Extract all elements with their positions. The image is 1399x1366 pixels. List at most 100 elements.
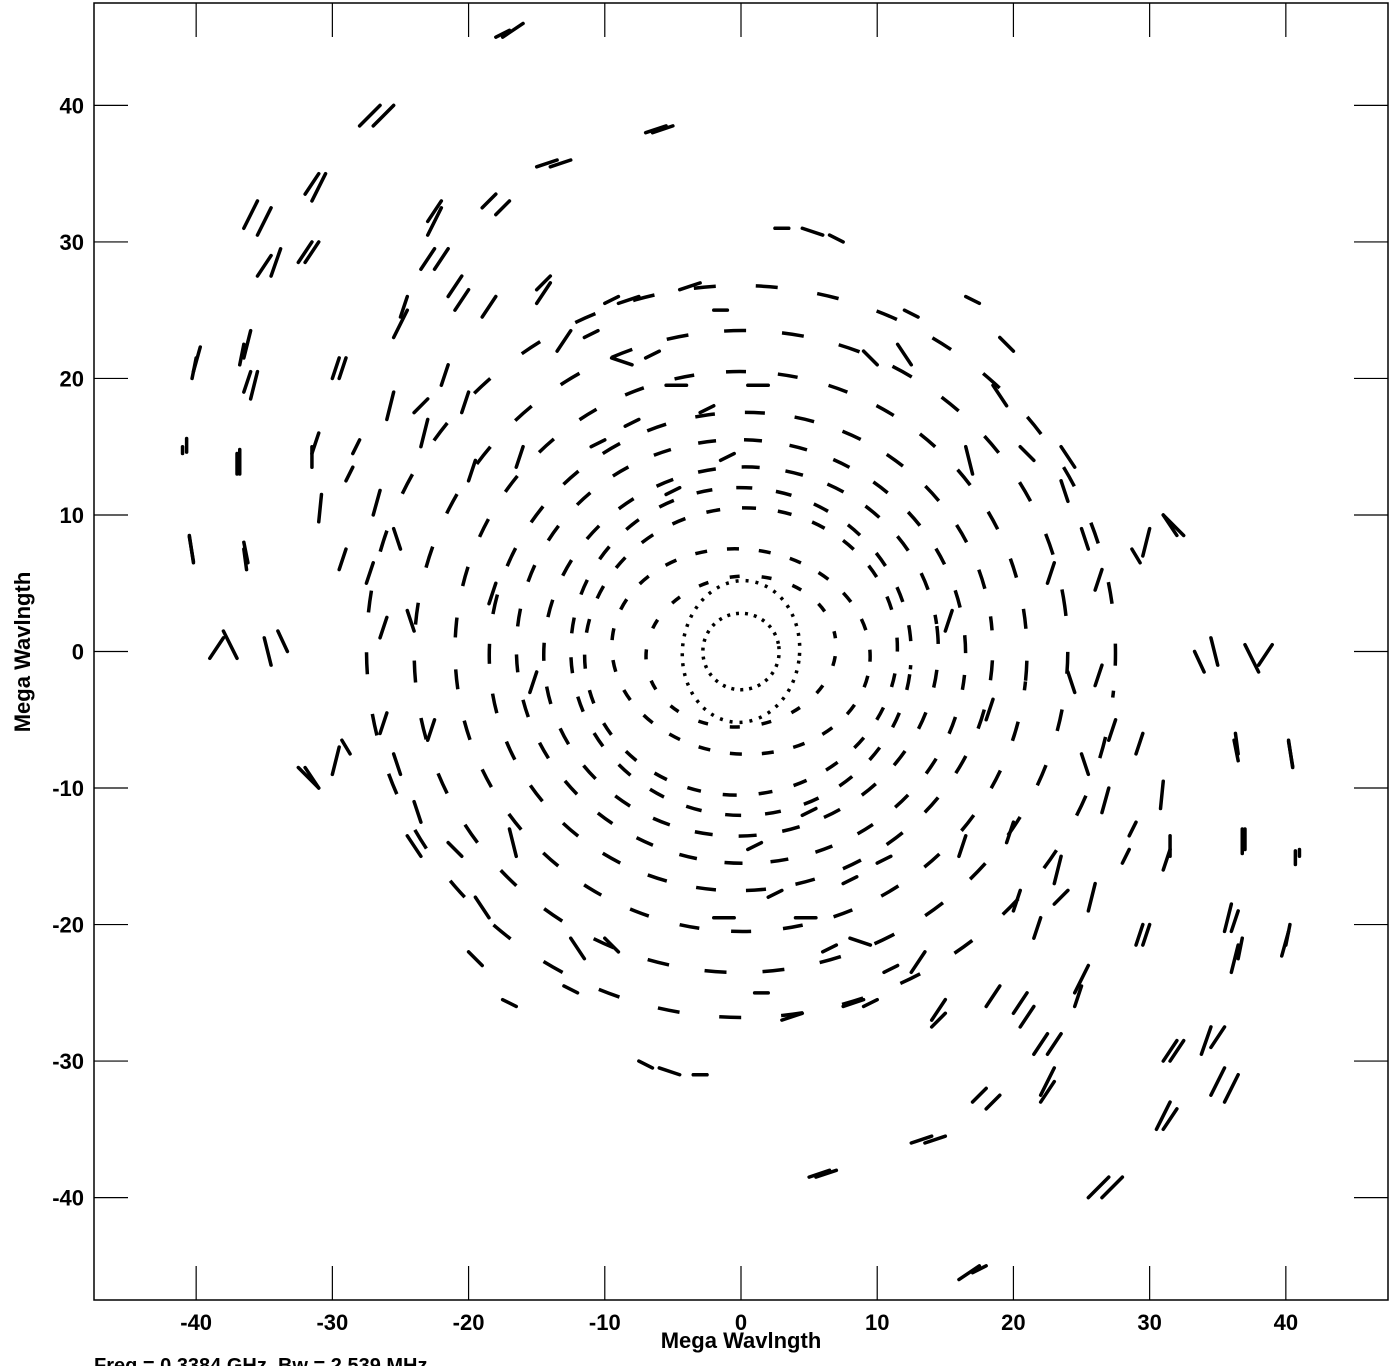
uv-segment bbox=[1233, 731, 1240, 756]
uv-segment bbox=[391, 308, 410, 340]
uv-segment bbox=[970, 1086, 988, 1104]
uv-segment bbox=[929, 1011, 948, 1029]
uv-segment bbox=[425, 206, 444, 237]
uv-segment bbox=[1079, 526, 1091, 551]
axis-ticks bbox=[94, 3, 1388, 1300]
uv-segment bbox=[963, 444, 975, 476]
uv-segment bbox=[528, 670, 539, 695]
uv-segment bbox=[391, 752, 403, 777]
uv-segment bbox=[1168, 1038, 1186, 1063]
uv-segment bbox=[405, 834, 423, 859]
uv-segment bbox=[487, 581, 498, 606]
uv-segment bbox=[242, 369, 253, 394]
uv-segment bbox=[534, 158, 559, 169]
footer-frequency-text: Freq = 0.3384 GHz, Bw = 2.539 MHz bbox=[94, 1355, 427, 1366]
uv-segment bbox=[237, 342, 246, 367]
uv-segment bbox=[242, 199, 260, 231]
uv-segment bbox=[929, 997, 948, 1022]
y-tick-label: -30 bbox=[52, 1049, 84, 1074]
uv-segment bbox=[391, 526, 403, 551]
uv-segment bbox=[766, 888, 784, 899]
x-tick-label: -30 bbox=[316, 1310, 348, 1335]
y-tick-label: -20 bbox=[52, 913, 84, 938]
uv-segment bbox=[1045, 561, 1057, 585]
uv-segment bbox=[330, 745, 341, 777]
uv-segment bbox=[861, 349, 879, 367]
uv-ring bbox=[610, 547, 872, 756]
uv-segment bbox=[1158, 779, 1166, 811]
uv-segment bbox=[432, 246, 450, 271]
uv-ring bbox=[541, 465, 941, 838]
x-tick-label: -10 bbox=[589, 1310, 621, 1335]
uv-segment bbox=[371, 488, 382, 517]
y-axis-title: Mega Wavlngth bbox=[10, 572, 35, 733]
uv-track-segments bbox=[180, 21, 1302, 1282]
uv-segment bbox=[582, 328, 600, 340]
uv-segment bbox=[337, 547, 348, 572]
uv-segment bbox=[1161, 513, 1186, 538]
uv-segment bbox=[1100, 1175, 1125, 1200]
uv-segment bbox=[466, 950, 484, 968]
uv-segment bbox=[310, 171, 328, 203]
uv-segment bbox=[276, 629, 290, 654]
uv-segment bbox=[344, 465, 355, 483]
uv-segment bbox=[657, 1066, 682, 1077]
y-tick-label: 40 bbox=[60, 93, 84, 118]
uv-segment bbox=[1199, 1025, 1213, 1057]
uv-segment bbox=[371, 103, 396, 128]
uv-segment bbox=[909, 950, 927, 975]
uv-segment bbox=[677, 281, 702, 292]
uv-segment bbox=[827, 233, 845, 244]
uv-segment bbox=[1284, 922, 1292, 947]
uv-segment bbox=[1093, 567, 1104, 592]
y-tick-label: 10 bbox=[60, 503, 84, 528]
uv-segment bbox=[419, 417, 430, 449]
uv-ring bbox=[364, 283, 1118, 1020]
uv-segment bbox=[439, 363, 450, 388]
uv-segment bbox=[957, 1264, 982, 1282]
uv-segment bbox=[1072, 963, 1091, 995]
uv-segment bbox=[1134, 731, 1145, 756]
uv-segment bbox=[303, 171, 321, 196]
x-tick-label: -20 bbox=[453, 1310, 485, 1335]
uv-segment bbox=[1127, 820, 1138, 838]
uv-segment bbox=[882, 963, 900, 975]
uv-segment bbox=[643, 124, 668, 135]
uv-segment bbox=[473, 895, 491, 920]
uv-segment bbox=[609, 356, 634, 367]
uv-segment bbox=[187, 533, 196, 565]
uv-segment bbox=[875, 854, 893, 865]
uv-segment bbox=[963, 294, 982, 306]
uv-segment bbox=[1059, 444, 1077, 469]
uv-segment bbox=[568, 936, 587, 961]
uv-segment bbox=[1086, 881, 1097, 913]
uv-segment bbox=[895, 342, 914, 367]
uv-ring bbox=[453, 369, 1029, 934]
uv-segment bbox=[534, 281, 553, 306]
uv-segment bbox=[650, 124, 675, 135]
uv-segment bbox=[1032, 915, 1043, 940]
uv-segment bbox=[1038, 1066, 1057, 1097]
uv-track-rings bbox=[364, 283, 1118, 1020]
uv-segment bbox=[316, 492, 324, 524]
uv-segment bbox=[1222, 902, 1234, 934]
uv-segment bbox=[1192, 649, 1206, 674]
uv-segment bbox=[984, 984, 1002, 1009]
uv-segment bbox=[446, 840, 464, 859]
uv-segment bbox=[340, 738, 352, 756]
uv-segment bbox=[848, 936, 873, 947]
uv-segment bbox=[425, 718, 437, 742]
uv-segment bbox=[746, 840, 764, 852]
uv-segment bbox=[351, 438, 362, 456]
uv-ring bbox=[569, 485, 913, 818]
uv-segment bbox=[1286, 738, 1295, 770]
uv-segment bbox=[548, 158, 573, 169]
uv-segment bbox=[1072, 984, 1084, 1009]
uv-segment bbox=[1236, 936, 1245, 961]
uv-segment bbox=[991, 383, 1009, 408]
uv-segment bbox=[494, 28, 512, 39]
uv-segment bbox=[494, 199, 512, 217]
uv-segment bbox=[1243, 642, 1261, 674]
uv-segment bbox=[698, 404, 716, 415]
